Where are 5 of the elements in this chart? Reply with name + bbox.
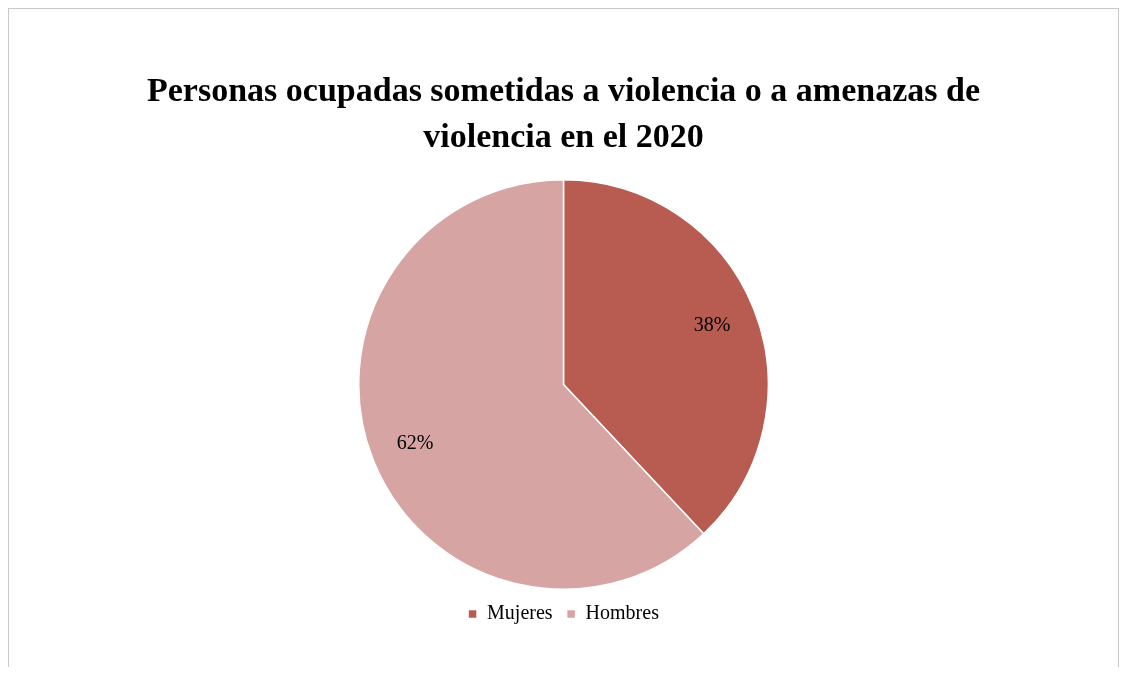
legend-label: Hombres [585,601,660,624]
legend-label: Mujeres [487,601,553,625]
chart-title: Personas ocupadas sometidas a violencia o a amenazas de violencia en el 2020 [146,70,981,156]
data-label: 38% [693,312,731,335]
data-label: 62% [396,430,434,453]
